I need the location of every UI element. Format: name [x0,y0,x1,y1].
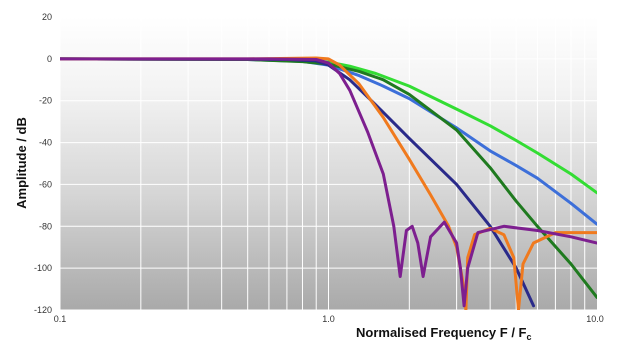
y-tick-label: -120 [34,305,52,315]
series-line-6 [60,57,597,308]
x-tick-labels: 0.1 1.0 10.0 [54,314,604,324]
x-tick-label: 1.0 [322,314,335,324]
y-tick-label: -40 [39,138,52,148]
y-tick-label: -20 [39,96,52,106]
y-tick-label: 0 [47,54,52,64]
grid [59,16,597,311]
y-tick-label: 20 [42,12,52,22]
x-tick-label: 10.0 [586,314,604,324]
series-group [60,56,597,310]
x-tick-label: 0.1 [54,314,67,324]
y-tick-labels: 20 0 -20 -40 -60 -80 -100 -120 [34,12,52,315]
x-axis-title-main: Normalised Frequency F / F [356,325,527,340]
x-axis-title: Normalised Frequency F / Fc [356,325,532,342]
y-tick-label: -80 [39,221,52,231]
y-tick-label: -100 [34,263,52,273]
x-axis-title-subscript: c [527,332,532,342]
y-tick-label: -60 [39,179,52,189]
y-axis-title: Amplitude / dB [14,117,29,209]
